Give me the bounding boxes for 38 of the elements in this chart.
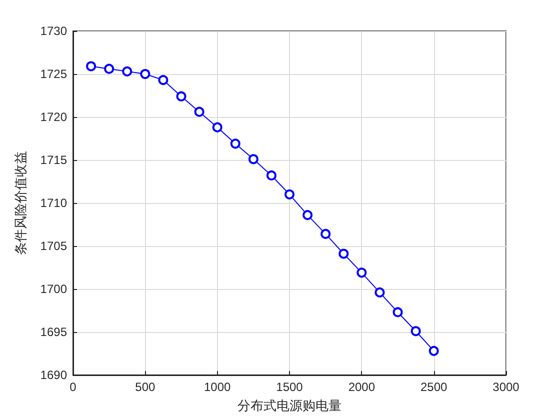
point <box>212 122 222 132</box>
point <box>86 61 96 72</box>
point <box>248 154 258 164</box>
point <box>194 106 204 117</box>
point <box>320 228 331 239</box>
x-tick-label: 500 <box>135 380 156 394</box>
point <box>374 287 385 298</box>
point <box>176 91 186 102</box>
y-tick-label: 1710 <box>40 196 68 210</box>
x-tick-label: 3000 <box>492 380 520 394</box>
x-tick-label: 2500 <box>420 380 448 394</box>
y-tick-label: 1705 <box>40 239 68 253</box>
point <box>122 66 132 76</box>
point <box>356 268 367 278</box>
y-tick-label: 1690 <box>40 368 68 382</box>
x-tick-label: 1000 <box>204 380 232 394</box>
y-axis-title: 条件风险价值收益 <box>13 151 28 255</box>
point <box>392 307 403 318</box>
point <box>284 189 294 200</box>
point <box>266 170 276 180</box>
point <box>302 210 313 220</box>
point <box>410 326 421 336</box>
point <box>428 346 439 356</box>
point <box>230 138 240 149</box>
point <box>158 75 168 86</box>
y-tick-label: 1730 <box>40 24 68 38</box>
y-tick-label: 1725 <box>40 67 68 81</box>
y-tick-label: 1715 <box>40 153 68 167</box>
point <box>338 248 349 259</box>
x-tick-label: 1500 <box>276 380 304 394</box>
x-axis-title: 分布式电源购电量 <box>238 398 342 413</box>
x-tick-label: 2000 <box>348 380 376 394</box>
y-tick-label: 1700 <box>40 282 68 296</box>
y-tick-label: 1695 <box>40 325 68 339</box>
y-tick-label: 1720 <box>40 110 68 124</box>
point <box>104 64 114 74</box>
x-tick-label: 0 <box>70 380 77 394</box>
point <box>140 69 150 79</box>
